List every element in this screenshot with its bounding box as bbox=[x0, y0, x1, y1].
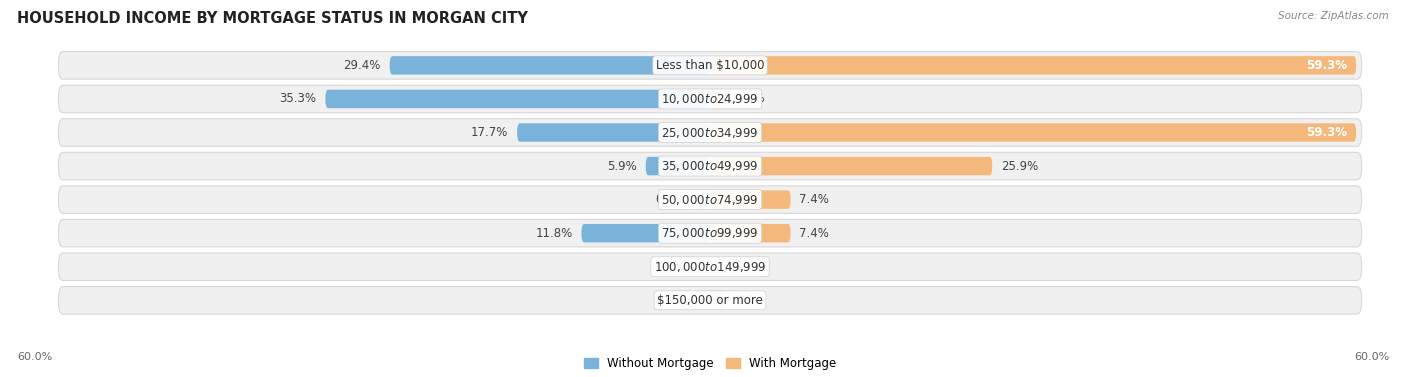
Text: $100,000 to $149,999: $100,000 to $149,999 bbox=[654, 260, 766, 274]
Text: 60.0%: 60.0% bbox=[1354, 352, 1389, 362]
Text: 11.8%: 11.8% bbox=[536, 227, 572, 240]
FancyBboxPatch shape bbox=[325, 90, 710, 108]
Text: 35.3%: 35.3% bbox=[280, 92, 316, 106]
FancyBboxPatch shape bbox=[710, 157, 993, 175]
Text: $10,000 to $24,999: $10,000 to $24,999 bbox=[661, 92, 759, 106]
FancyBboxPatch shape bbox=[693, 190, 710, 209]
FancyBboxPatch shape bbox=[645, 157, 710, 175]
FancyBboxPatch shape bbox=[710, 291, 727, 310]
FancyBboxPatch shape bbox=[710, 257, 727, 276]
Text: 59.3%: 59.3% bbox=[1306, 126, 1347, 139]
Text: 0.0%: 0.0% bbox=[735, 260, 765, 273]
Text: 5.9%: 5.9% bbox=[607, 159, 637, 173]
FancyBboxPatch shape bbox=[517, 123, 710, 142]
FancyBboxPatch shape bbox=[389, 56, 710, 75]
Text: 0.0%: 0.0% bbox=[735, 294, 765, 307]
FancyBboxPatch shape bbox=[59, 52, 1361, 79]
Text: 25.9%: 25.9% bbox=[1001, 159, 1038, 173]
FancyBboxPatch shape bbox=[693, 291, 710, 310]
FancyBboxPatch shape bbox=[59, 253, 1361, 280]
FancyBboxPatch shape bbox=[59, 152, 1361, 180]
FancyBboxPatch shape bbox=[710, 56, 1357, 75]
FancyBboxPatch shape bbox=[59, 85, 1361, 113]
FancyBboxPatch shape bbox=[710, 190, 790, 209]
Text: $35,000 to $49,999: $35,000 to $49,999 bbox=[661, 159, 759, 173]
Legend: Without Mortgage, With Mortgage: Without Mortgage, With Mortgage bbox=[579, 352, 841, 375]
FancyBboxPatch shape bbox=[710, 123, 1357, 142]
FancyBboxPatch shape bbox=[59, 219, 1361, 247]
Text: 0.0%: 0.0% bbox=[655, 193, 685, 206]
Text: 29.4%: 29.4% bbox=[343, 59, 381, 72]
FancyBboxPatch shape bbox=[59, 119, 1361, 146]
FancyBboxPatch shape bbox=[710, 224, 790, 242]
Text: HOUSEHOLD INCOME BY MORTGAGE STATUS IN MORGAN CITY: HOUSEHOLD INCOME BY MORTGAGE STATUS IN M… bbox=[17, 11, 527, 26]
Text: 17.7%: 17.7% bbox=[471, 126, 509, 139]
Text: 59.3%: 59.3% bbox=[1306, 59, 1347, 72]
FancyBboxPatch shape bbox=[59, 186, 1361, 213]
Text: 7.4%: 7.4% bbox=[800, 227, 830, 240]
FancyBboxPatch shape bbox=[59, 287, 1361, 314]
FancyBboxPatch shape bbox=[710, 90, 727, 108]
FancyBboxPatch shape bbox=[693, 257, 710, 276]
Text: 0.0%: 0.0% bbox=[655, 294, 685, 307]
Text: Source: ZipAtlas.com: Source: ZipAtlas.com bbox=[1278, 11, 1389, 21]
Text: 0.0%: 0.0% bbox=[735, 92, 765, 106]
FancyBboxPatch shape bbox=[582, 224, 710, 242]
Text: $150,000 or more: $150,000 or more bbox=[657, 294, 763, 307]
Text: Less than $10,000: Less than $10,000 bbox=[655, 59, 765, 72]
Text: 7.4%: 7.4% bbox=[800, 193, 830, 206]
Text: 0.0%: 0.0% bbox=[655, 260, 685, 273]
Text: $75,000 to $99,999: $75,000 to $99,999 bbox=[661, 226, 759, 240]
Text: 60.0%: 60.0% bbox=[17, 352, 52, 362]
Text: $25,000 to $34,999: $25,000 to $34,999 bbox=[661, 126, 759, 139]
Text: $50,000 to $74,999: $50,000 to $74,999 bbox=[661, 193, 759, 207]
